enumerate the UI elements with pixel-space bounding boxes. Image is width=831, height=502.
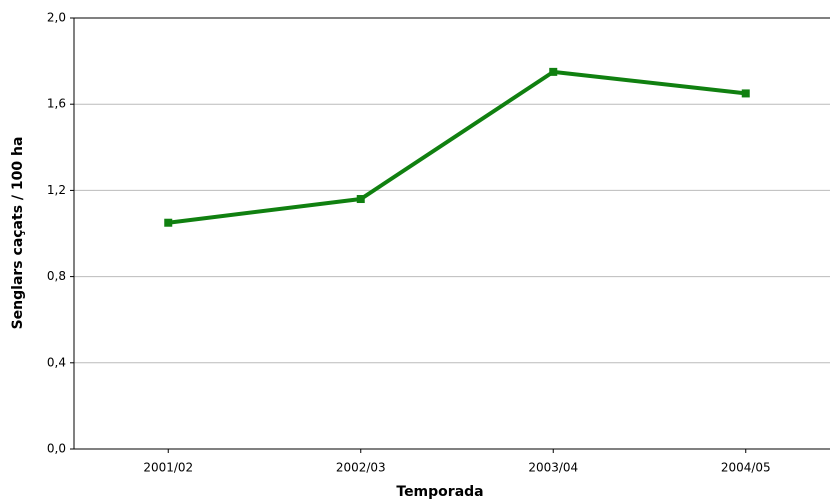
- series-line: [168, 69, 746, 225]
- y-axis-title: Senglars caçats / 100 ha: [10, 137, 26, 330]
- y-tick-label: 0,4: [47, 355, 66, 369]
- x-tick-label: 2001/02: [143, 461, 193, 475]
- data-point: [356, 195, 365, 204]
- y-tick-label: 0,8: [47, 269, 66, 283]
- data-point: [549, 67, 558, 76]
- x-tick-label: 2004/05: [721, 461, 771, 475]
- x-axis-title: Temporada: [396, 484, 483, 500]
- y-tick-label: 1,2: [47, 183, 66, 197]
- y-tick-label: 2,0: [47, 11, 66, 25]
- y-tick-label: 0,0: [47, 442, 66, 456]
- x-tick-label: 2003/04: [528, 461, 578, 475]
- data-point: [164, 218, 173, 227]
- y-tick-label: 1,6: [47, 97, 66, 111]
- x-tick-label: 2002/03: [336, 461, 386, 475]
- data-point: [741, 89, 750, 98]
